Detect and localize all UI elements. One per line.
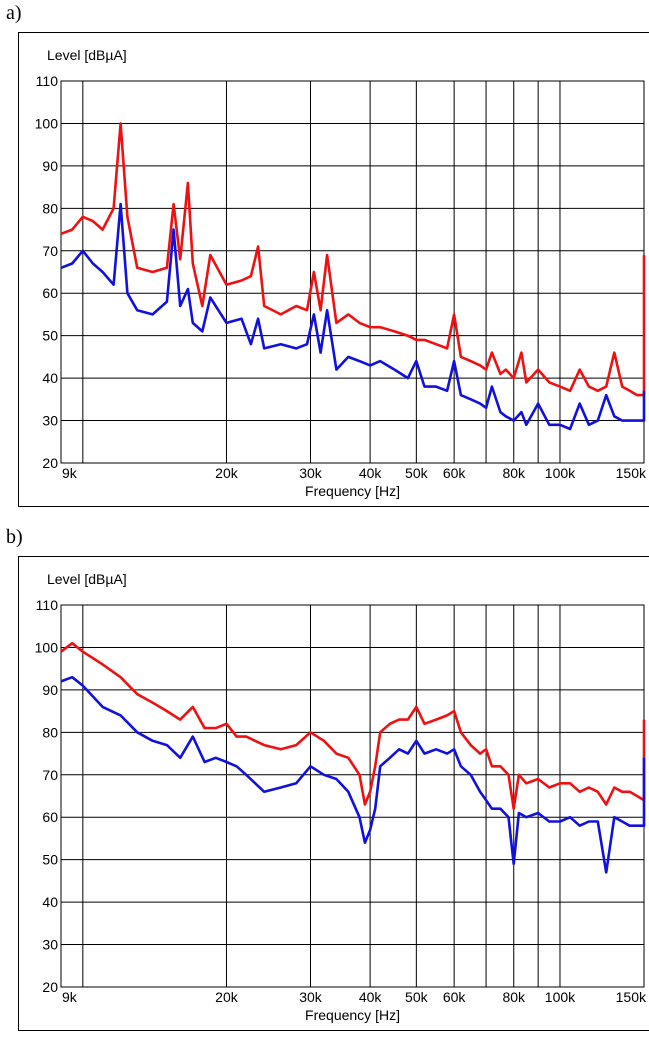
x-tick-label: 80k — [502, 465, 526, 481]
y-tick-label: 60 — [42, 285, 58, 301]
x-tick-label: 50k — [405, 465, 429, 481]
x-tick-label: 40k — [359, 465, 383, 481]
x-tick-label: 9k — [62, 465, 78, 481]
y-tick-label: 20 — [42, 979, 58, 995]
x-tick-label: 50k — [405, 989, 429, 1005]
y-tick-label: 50 — [42, 328, 58, 344]
y-tick-label: 110 — [36, 597, 59, 613]
y-axis-label: Level [dBµA] — [47, 47, 127, 63]
y-tick-label: 20 — [42, 455, 58, 471]
chart-a-frame: 20 30 40 50 60 70 80 90 100 110 9k 20k 30k 40k 50k 60k 8… — [18, 32, 649, 507]
y-tick-label: 50 — [42, 852, 58, 868]
x-tick-label: 150k — [616, 989, 647, 1005]
series-line-red — [60, 641, 646, 810]
y-tick-label: 90 — [42, 158, 58, 174]
x-tick-label: 30k — [299, 465, 323, 481]
y-tick-label: 30 — [42, 413, 58, 429]
x-tick-label: 9k — [62, 989, 78, 1005]
x-axis-label: Frequency [Hz] — [305, 1007, 400, 1023]
panel-a-label: a) — [6, 2, 22, 24]
x-tick-label: 100k — [545, 989, 576, 1005]
panel-b-label: b) — [6, 526, 23, 548]
x-tick-label: 100k — [545, 465, 576, 481]
y-tick-label: 100 — [35, 639, 59, 655]
y-axis-label: Level [dBµA] — [47, 571, 127, 587]
chart-b: 20 30 40 50 60 70 80 90 100 110 9k 20k 30k 40k 50k 60k 8… — [35, 571, 647, 1023]
series-line-red — [60, 122, 646, 397]
x-tick-label: 20k — [215, 465, 239, 481]
y-tick-label: 70 — [42, 243, 58, 259]
x-tick-label: 80k — [502, 989, 526, 1005]
x-tick-label: 20k — [215, 989, 239, 1005]
y-tick-label: 100 — [35, 115, 59, 131]
y-tick-label: 60 — [42, 809, 58, 825]
plot-area — [61, 605, 644, 987]
x-tick-label: 30k — [299, 989, 323, 1005]
series-line-blue — [60, 202, 646, 431]
y-tick-label: 40 — [42, 894, 58, 910]
plot-area — [61, 81, 644, 463]
chart-a: 20 30 40 50 60 70 80 90 100 110 9k 20k 30k 40k 50k 60k 8… — [35, 47, 647, 499]
chart-b-frame: 20 30 40 50 60 70 80 90 100 110 9k 20k 30k 40k 50k 60k 8… — [18, 556, 649, 1031]
series-line-blue — [60, 675, 646, 874]
y-tick-label: 70 — [42, 767, 58, 783]
x-tick-label: 60k — [443, 989, 467, 1005]
y-tick-label: 80 — [42, 200, 58, 216]
x-axis-label: Frequency [Hz] — [305, 483, 400, 499]
x-tick-label: 150k — [616, 465, 647, 481]
y-tick-label: 110 — [36, 73, 59, 89]
y-tick-label: 40 — [42, 370, 58, 386]
y-tick-label: 30 — [42, 937, 58, 953]
y-tick-label: 80 — [42, 724, 58, 740]
x-tick-label: 60k — [443, 465, 467, 481]
y-tick-label: 90 — [42, 682, 58, 698]
x-tick-label: 40k — [359, 989, 383, 1005]
